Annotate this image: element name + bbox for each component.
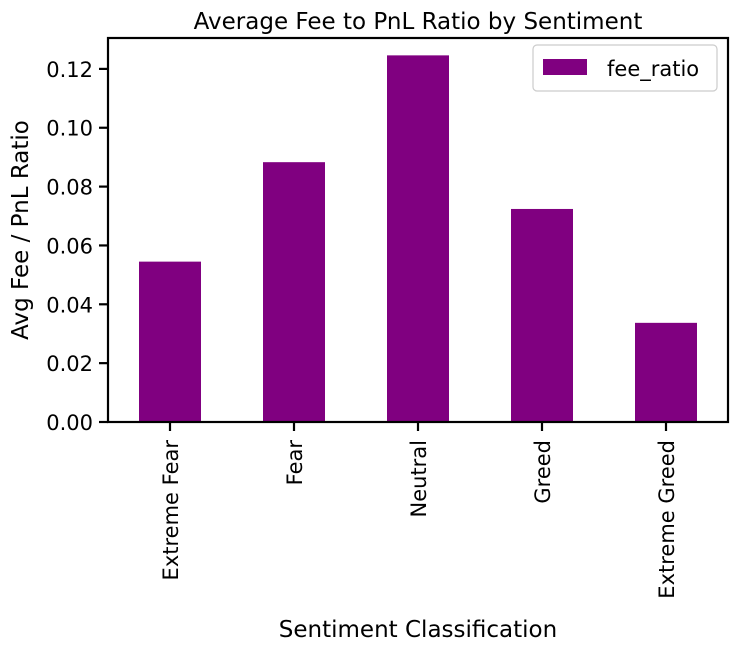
plot-frame <box>106 36 730 424</box>
bar-extreme-greed <box>635 322 697 422</box>
x-tick-label: Extreme Fear <box>159 440 183 581</box>
y-tick-label: 0.04 <box>46 293 93 317</box>
legend-swatch <box>543 59 587 75</box>
legend-label: fee_ratio <box>607 57 699 82</box>
bar-greed <box>511 208 573 422</box>
x-tick-label: Extreme Greed <box>655 440 679 599</box>
y-axis-ticks: 0.00 0.02 0.04 0.06 0.08 0.10 0.12 <box>46 58 108 435</box>
legend: fee_ratio <box>532 44 718 92</box>
x-axis-ticks: Extreme Fear Fear Neutral Greed Extreme Gree… <box>159 422 679 599</box>
y-tick-label: 0.00 <box>46 411 93 435</box>
y-tick-label: 0.06 <box>46 234 93 258</box>
x-tick-label: Neutral <box>407 440 431 518</box>
bar-fear <box>263 162 325 422</box>
x-tick-label: Fear <box>283 440 307 486</box>
x-tick-label: Greed <box>531 440 555 504</box>
x-axis-label: Sentiment Classification <box>279 617 557 643</box>
y-tick-label: 0.08 <box>46 176 93 200</box>
y-axis-label: Avg Fee / PnL Ratio <box>8 120 34 340</box>
bar-neutral <box>387 55 449 422</box>
chart-title: Average Fee to PnL Ratio by Sentiment <box>194 9 643 35</box>
y-tick-label: 0.10 <box>46 117 93 141</box>
bar-extreme-fear <box>139 261 201 422</box>
legend-box <box>532 44 718 92</box>
y-tick-label: 0.12 <box>46 58 93 82</box>
bars-layer <box>139 55 697 422</box>
y-tick-label: 0.02 <box>46 352 93 376</box>
